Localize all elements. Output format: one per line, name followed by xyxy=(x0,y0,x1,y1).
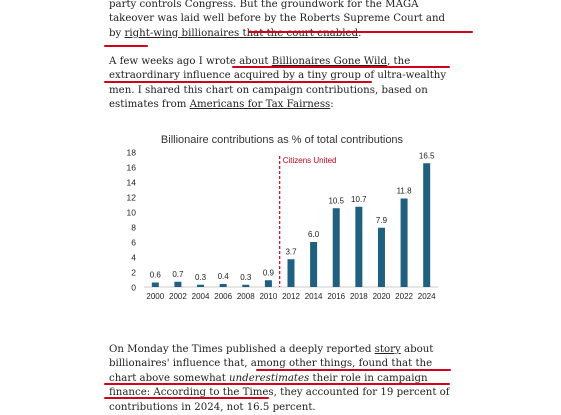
paragraph-3: On Monday the Times published a deeply r… xyxy=(109,343,454,415)
paragraph-2-text: A few weeks ago I wrote about xyxy=(109,56,272,67)
bar-2020 xyxy=(377,227,385,287)
x-tick-label: 2006 xyxy=(214,292,232,301)
bar-2008 xyxy=(242,284,250,287)
data-label: 0.3 xyxy=(240,273,252,282)
billionaire-contributions-chart: Billionaire contributions as % of total … xyxy=(127,134,438,301)
bar-2012 xyxy=(287,259,295,287)
data-label: 0.3 xyxy=(195,273,207,282)
paragraph-3-highlighted: the chart above somewhat xyxy=(109,358,433,384)
data-label: 11.8 xyxy=(397,187,413,196)
x-tick-label: 2010 xyxy=(259,292,277,301)
y-axis: 0 2 4 6 8 10 12 14 16 18 xyxy=(127,148,438,293)
citizens-united-label: Citizens United xyxy=(283,156,337,165)
highlight-line xyxy=(104,45,148,47)
x-tick-label: 2022 xyxy=(395,292,413,301)
highlight-line xyxy=(104,81,372,83)
highlight-line xyxy=(256,369,451,371)
data-label: 7.9 xyxy=(376,216,388,225)
paragraph-2-end: : xyxy=(330,99,334,111)
x-tick-label: 2000 xyxy=(146,292,164,301)
y-tick-label: 2 xyxy=(131,268,136,278)
paragraph-2: A few weeks ago I wrote about Billionair… xyxy=(109,55,454,113)
paragraph-3-emphasis: underestimates xyxy=(229,372,310,384)
paragraph-3-end: their role in campaign finance: Accordin… xyxy=(109,372,450,413)
link-billionaires-gone-wild[interactable]: Billionaires Gone Wild xyxy=(271,56,388,67)
y-tick-label: 10 xyxy=(127,208,137,218)
bar-2002 xyxy=(174,281,182,287)
link-americans-for-tax-fairness[interactable]: Americans for Tax Fairness xyxy=(189,99,331,111)
highlight-line xyxy=(248,31,473,33)
x-tick-label: 2018 xyxy=(350,292,368,301)
x-tick-label: 2024 xyxy=(418,292,436,301)
y-tick-label: 6 xyxy=(131,238,136,248)
bar-2010 xyxy=(264,280,272,287)
paragraph-2-highlighted: , the extraordinary influence acquired b… xyxy=(109,56,447,96)
paragraph-1-text: party controls Congress. But the groundw… xyxy=(109,0,446,39)
paragraph-2-text-2: I shared this chart on campaign contribu… xyxy=(109,84,428,111)
bar-2018 xyxy=(355,206,363,287)
paragraph-1: party controls Congress. But the groundw… xyxy=(109,0,454,41)
x-tick-label: 2012 xyxy=(282,292,300,301)
x-tick-label: 2008 xyxy=(237,292,255,301)
x-tick-label: 2002 xyxy=(169,292,187,301)
data-label: 10.7 xyxy=(351,195,367,204)
y-tick-label: 8 xyxy=(131,223,136,233)
x-tick-label: 2016 xyxy=(327,292,345,301)
paragraph-3-text: On Monday the Times published a deeply r… xyxy=(109,344,375,355)
paragraph-3-text-2: about billionaires' influence that, amon… xyxy=(109,344,434,370)
data-label: 0.4 xyxy=(218,272,230,281)
x-tick-label: 2004 xyxy=(192,292,210,301)
y-tick-label: 18 xyxy=(127,148,137,158)
bar-2016 xyxy=(332,208,340,287)
bar-2014 xyxy=(310,242,318,287)
y-tick-label: 0 xyxy=(131,283,136,293)
highlight-line xyxy=(104,397,269,399)
highlight-line xyxy=(104,383,450,385)
bar-2024 xyxy=(423,163,431,287)
y-tick-label: 14 xyxy=(127,178,137,188)
x-tick-label: 2020 xyxy=(373,292,391,301)
y-tick-label: 16 xyxy=(127,163,137,173)
bar-2022 xyxy=(400,198,408,287)
highlight-line xyxy=(232,66,450,68)
bars: 0.6 0.7 0.3 0.4 0.3 0.9 3.7 6.0 10.5 10.7 7.9 11.8 1… xyxy=(150,151,435,287)
data-label: 16.5 xyxy=(419,151,435,160)
bar-2004 xyxy=(197,284,205,287)
bar-2000 xyxy=(151,282,159,287)
x-axis: 2000 2002 2004 2006 2008 2010 2012 2014 2016 2018… xyxy=(146,292,436,301)
paragraph-1-end: . xyxy=(358,27,362,39)
x-tick-label: 2014 xyxy=(305,292,323,301)
bar-2006 xyxy=(219,284,227,287)
data-label: 10.5 xyxy=(328,196,344,205)
data-label: 0.9 xyxy=(263,268,275,277)
data-label: 6.0 xyxy=(308,230,320,239)
data-label: 3.7 xyxy=(285,247,297,256)
link-right-wing-billionaires[interactable]: right-wing billionaires that the court e… xyxy=(124,27,359,39)
link-story[interactable]: story xyxy=(374,344,401,355)
data-label: 0.7 xyxy=(172,270,184,279)
y-tick-label: 12 xyxy=(127,193,137,203)
citizens-united-annotation: Citizens United xyxy=(279,156,337,287)
chart-title: Billionaire contributions as % of total … xyxy=(161,134,404,146)
data-label: 0.6 xyxy=(150,271,162,280)
y-tick-label: 4 xyxy=(131,253,136,263)
